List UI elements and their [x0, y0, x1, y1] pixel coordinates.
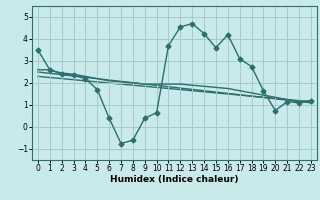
X-axis label: Humidex (Indice chaleur): Humidex (Indice chaleur) [110, 175, 239, 184]
